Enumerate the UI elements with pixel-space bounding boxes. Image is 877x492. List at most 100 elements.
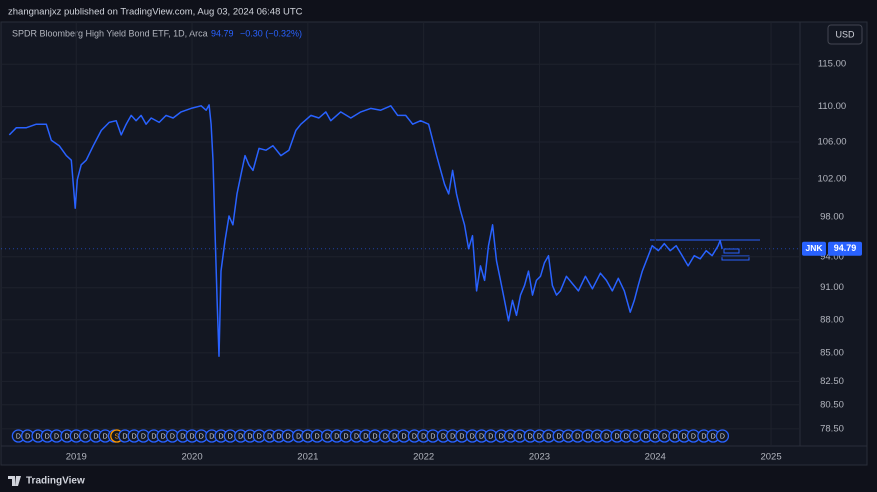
event-marker: D xyxy=(668,429,682,443)
event-label: D xyxy=(383,433,388,440)
event-label: D xyxy=(459,433,464,440)
event-marker: D xyxy=(118,429,132,443)
event-label: D xyxy=(517,433,522,440)
chart-panel xyxy=(0,21,868,466)
event-label: D xyxy=(209,433,214,440)
header-price: 94.79 xyxy=(211,28,234,38)
price-label: 94.79 xyxy=(834,243,857,253)
event-label: D xyxy=(64,433,69,440)
event-label: D xyxy=(344,433,349,440)
event-label: D xyxy=(701,433,706,440)
event-label: D xyxy=(566,433,571,440)
event-circle xyxy=(715,429,730,443)
event-label: D xyxy=(161,433,166,440)
event-label: D xyxy=(488,433,493,440)
y-tick-label: 78.50 xyxy=(820,423,844,434)
publisher: zhangnanjxz published on TradingView.com… xyxy=(8,7,303,18)
event-label: D xyxy=(412,433,417,440)
footer-brand: TradingView xyxy=(26,476,85,487)
event-label: D xyxy=(103,433,108,440)
event-label: D xyxy=(190,433,195,440)
event-label: D xyxy=(441,433,446,440)
y-tick-label: 91.00 xyxy=(820,282,844,293)
event-label: D xyxy=(450,433,455,440)
y-tick-label: 94.00 xyxy=(820,251,844,262)
event-label: D xyxy=(36,433,41,440)
x-tick-label: 2019 xyxy=(66,452,87,463)
event-label: D xyxy=(672,433,677,440)
symbol-badge xyxy=(802,241,826,256)
x-tick-label: 2024 xyxy=(645,452,666,463)
event-label: D xyxy=(132,433,137,440)
event-label: D xyxy=(151,433,156,440)
y-tick-label: 115.00 xyxy=(818,59,846,70)
x-tick-label: 2022 xyxy=(413,452,434,463)
event-label: D xyxy=(499,433,504,440)
event-label: D xyxy=(595,433,600,440)
y-tick-label: 88.00 xyxy=(820,314,844,325)
event-marker: D xyxy=(310,429,324,443)
event-label: D xyxy=(296,433,301,440)
drawing-box xyxy=(721,255,750,261)
event-label: D xyxy=(575,433,580,440)
y-tick-label: 98.00 xyxy=(820,211,844,222)
y-tick-label: 82.50 xyxy=(820,376,844,387)
drawing-box xyxy=(723,248,740,254)
event-label: D xyxy=(180,433,185,440)
event-marker: D xyxy=(494,429,508,443)
event-label: D xyxy=(267,433,272,440)
event-label: D xyxy=(392,433,397,440)
event-label: D xyxy=(633,433,638,440)
event-label: D xyxy=(45,433,50,440)
event-label: D xyxy=(199,433,204,440)
event-label: D xyxy=(74,433,79,440)
event-label: D xyxy=(334,433,339,440)
event-label: D xyxy=(604,433,609,440)
event-label: D xyxy=(720,433,725,440)
event-label: D xyxy=(286,433,291,440)
event-label: D xyxy=(643,433,648,440)
y-tick-label: 80.50 xyxy=(820,399,844,410)
event-label: D xyxy=(218,433,223,440)
chart-title: SPDR Bloomberg High Yield Bond ETF, 1D, … xyxy=(12,28,208,38)
event-label: D xyxy=(508,433,513,440)
event-label: D xyxy=(557,433,562,440)
event-label: D xyxy=(276,433,281,440)
event-label: D xyxy=(421,433,426,440)
event-label: D xyxy=(257,433,262,440)
currency-button[interactable] xyxy=(827,24,863,45)
event-label: D xyxy=(401,433,406,440)
event-label: D xyxy=(470,433,475,440)
x-tick-label: 2020 xyxy=(181,452,202,463)
event-label: D xyxy=(372,433,377,440)
event-marker: D xyxy=(291,429,306,443)
event-label: D xyxy=(430,433,435,440)
event-label: D xyxy=(83,433,88,440)
y-tick-label: 110.00 xyxy=(818,101,846,112)
event-label: D xyxy=(662,433,667,440)
event-marker: D xyxy=(136,429,151,443)
event-label: D xyxy=(615,433,620,440)
price-badge xyxy=(828,241,862,256)
x-tick-label: 2023 xyxy=(529,452,550,463)
currency-label: USD xyxy=(835,29,855,39)
event-label: D xyxy=(238,433,243,440)
event-label: D xyxy=(25,433,30,440)
y-tick-label: 106.00 xyxy=(817,137,846,148)
brand-logo xyxy=(8,476,21,486)
event-label: D xyxy=(586,433,591,440)
event-marker: D xyxy=(262,429,277,443)
event-marker: D xyxy=(40,429,54,443)
event-label: D xyxy=(170,433,175,440)
event-marker: D xyxy=(581,429,595,443)
event-label: D xyxy=(325,433,330,440)
event-label: D xyxy=(363,433,368,440)
event-label: D xyxy=(479,433,484,440)
event-marker: D xyxy=(436,429,450,443)
header-change: −0.30 (−0.32%) xyxy=(240,28,302,38)
event-label: D xyxy=(141,433,146,440)
event-label: D xyxy=(315,433,320,440)
event-marker: D xyxy=(243,429,257,443)
